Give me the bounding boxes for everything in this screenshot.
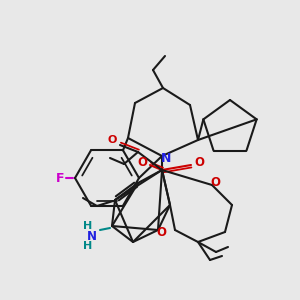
Text: O: O — [210, 176, 220, 188]
Text: O: O — [194, 155, 204, 169]
Text: H: H — [83, 241, 93, 251]
Text: O: O — [156, 226, 166, 239]
Text: N: N — [161, 152, 171, 164]
Text: N: N — [87, 230, 97, 242]
Text: O: O — [137, 155, 147, 169]
Text: H: H — [83, 221, 93, 231]
Text: O: O — [107, 135, 117, 145]
Text: F: F — [56, 172, 64, 184]
